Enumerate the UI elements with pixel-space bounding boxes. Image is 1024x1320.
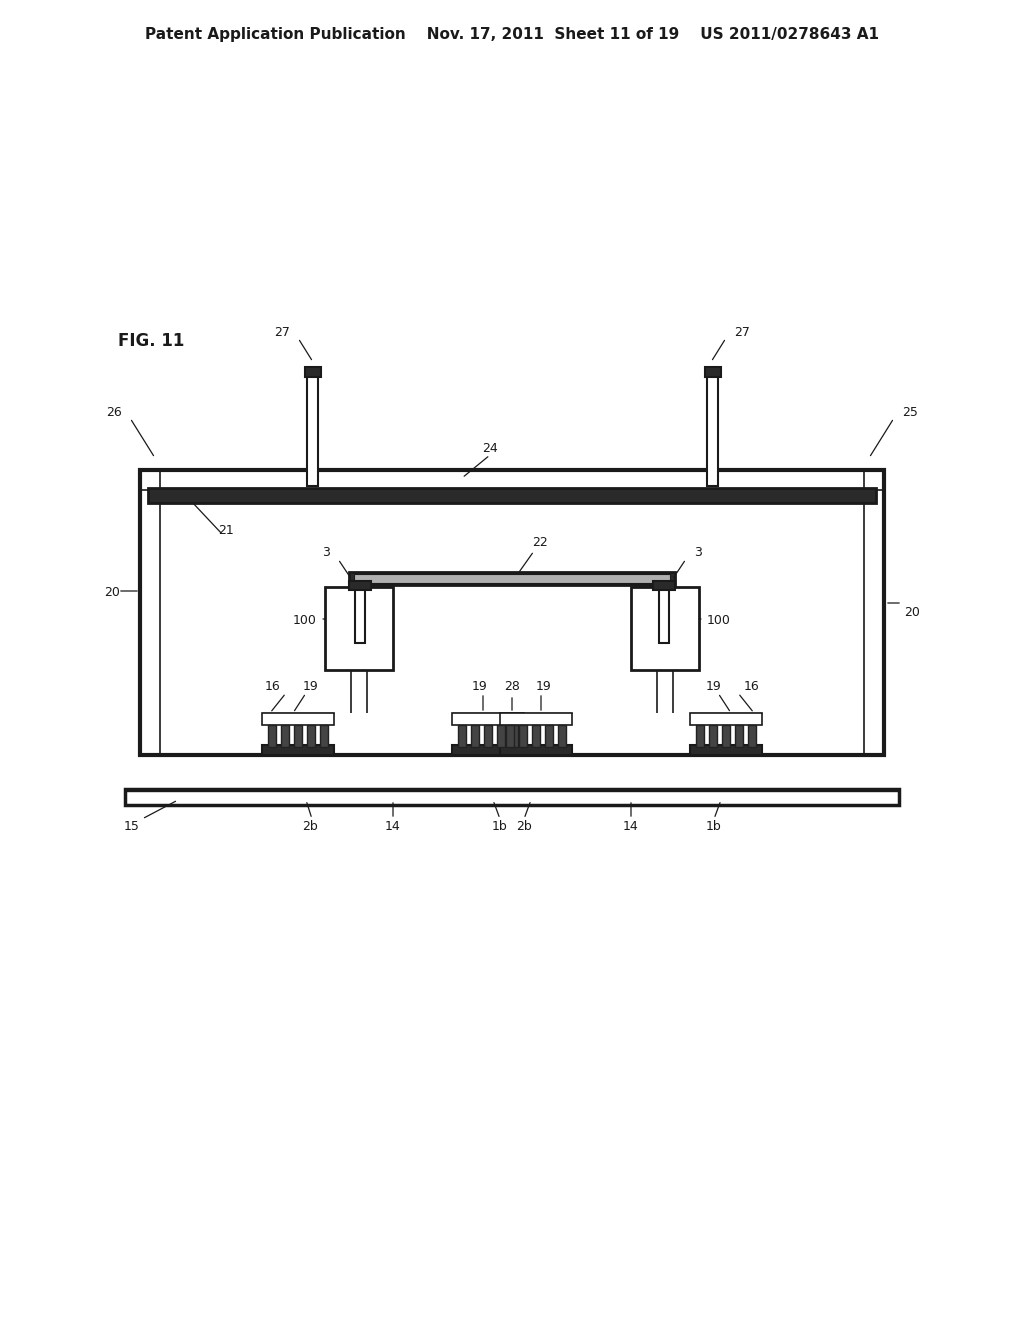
- Bar: [125, 789, 899, 805]
- Text: 26: 26: [106, 405, 122, 418]
- Text: Patent Application Publication    Nov. 17, 2011  Sheet 11 of 19    US 2011/02786: Patent Application Publication Nov. 17, …: [145, 28, 879, 42]
- Bar: [325, 587, 393, 671]
- Bar: [690, 744, 762, 755]
- Text: 25: 25: [902, 405, 918, 418]
- Text: 1b: 1b: [493, 821, 508, 833]
- Bar: [519, 725, 527, 747]
- Bar: [262, 713, 334, 725]
- Text: 2b: 2b: [516, 821, 531, 833]
- Text: 2b: 2b: [302, 821, 317, 833]
- Text: 20: 20: [104, 586, 120, 599]
- Bar: [707, 368, 718, 486]
- Bar: [500, 713, 572, 725]
- Bar: [709, 725, 717, 747]
- Bar: [305, 367, 321, 378]
- Bar: [268, 725, 276, 747]
- Bar: [545, 725, 553, 747]
- Text: 19: 19: [303, 681, 318, 693]
- Bar: [510, 725, 518, 747]
- Bar: [653, 581, 675, 590]
- Bar: [281, 725, 289, 747]
- Text: 19: 19: [472, 681, 487, 693]
- Text: 27: 27: [274, 326, 290, 338]
- Bar: [349, 581, 371, 590]
- Bar: [484, 725, 492, 747]
- Text: 1b: 1b: [707, 821, 722, 833]
- Bar: [140, 470, 884, 755]
- Bar: [748, 725, 756, 747]
- Bar: [497, 725, 505, 747]
- Text: 16: 16: [264, 681, 280, 693]
- Text: 15: 15: [124, 821, 140, 833]
- Bar: [696, 725, 705, 747]
- Bar: [631, 587, 699, 671]
- Text: 100: 100: [293, 615, 317, 627]
- Bar: [506, 725, 514, 747]
- Bar: [458, 725, 466, 747]
- Bar: [735, 725, 743, 747]
- Bar: [532, 725, 540, 747]
- Bar: [148, 488, 876, 503]
- Bar: [705, 367, 721, 378]
- Bar: [500, 744, 572, 755]
- Bar: [262, 744, 334, 755]
- Bar: [319, 725, 328, 747]
- Text: 22: 22: [532, 536, 548, 549]
- Text: 24: 24: [482, 441, 498, 454]
- Text: 100: 100: [707, 615, 731, 627]
- Bar: [307, 368, 318, 486]
- Bar: [452, 744, 524, 755]
- Text: 3: 3: [694, 546, 701, 560]
- Text: 27: 27: [734, 326, 750, 338]
- Bar: [354, 574, 670, 583]
- Text: 19: 19: [537, 681, 552, 693]
- Text: 20: 20: [904, 606, 920, 619]
- Bar: [349, 572, 675, 585]
- Bar: [722, 725, 730, 747]
- Text: 14: 14: [385, 821, 400, 833]
- Text: 16: 16: [744, 681, 760, 693]
- Text: 14: 14: [624, 821, 639, 833]
- Bar: [659, 585, 669, 643]
- Bar: [355, 585, 365, 643]
- Bar: [294, 725, 302, 747]
- Text: 21: 21: [218, 524, 233, 536]
- Text: 19: 19: [706, 681, 721, 693]
- Bar: [558, 725, 566, 747]
- Text: FIG. 11: FIG. 11: [118, 333, 184, 350]
- Text: 3: 3: [323, 546, 330, 560]
- Bar: [690, 713, 762, 725]
- Bar: [307, 725, 315, 747]
- Bar: [452, 713, 524, 725]
- Text: 28: 28: [504, 681, 520, 693]
- Bar: [471, 725, 479, 747]
